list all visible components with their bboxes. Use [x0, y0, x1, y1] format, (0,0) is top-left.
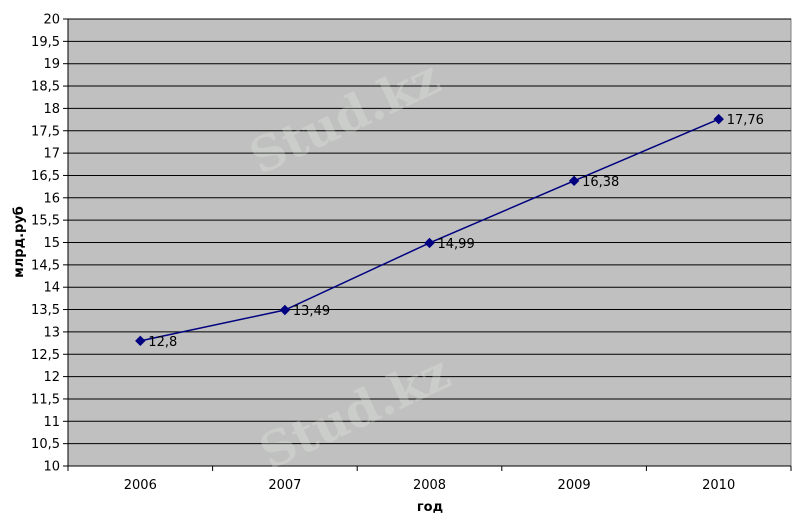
data-point-marker	[135, 335, 146, 347]
y-tick-label: 17,5	[31, 124, 60, 139]
y-tick-label: 13,5	[31, 303, 60, 318]
data-label: 16,38	[582, 175, 619, 190]
y-tick-label: 10,5	[31, 437, 60, 452]
x-tick-label: 2010	[702, 478, 735, 493]
y-tick-label: 19	[43, 57, 60, 72]
data-point-marker	[713, 113, 724, 125]
data-label: 12,8	[148, 335, 177, 350]
y-tick-label: 12,5	[31, 348, 60, 363]
data-label: 13,49	[293, 304, 330, 319]
y-tick-label: 19,5	[31, 35, 60, 50]
y-tick-label: 14	[43, 281, 60, 296]
data-label: 17,76	[727, 113, 764, 128]
y-tick-label: 16,5	[31, 169, 60, 184]
y-tick-label: 16	[43, 191, 60, 206]
x-tick-label: 2007	[268, 478, 301, 493]
data-label: 14,99	[438, 237, 475, 252]
y-tick-label: 11,5	[31, 392, 60, 407]
grid-lines	[68, 18, 791, 467]
y-tick-label: 18	[43, 102, 60, 117]
y-tick-label: 17	[43, 147, 60, 162]
x-tick-label: 2008	[413, 478, 446, 493]
x-tick-label: 2009	[558, 478, 591, 493]
y-tick-label: 18,5	[31, 80, 60, 95]
y-tick-label: 10	[43, 460, 60, 475]
y-tick-label: 12	[43, 370, 60, 385]
y-tick-label: 11	[43, 415, 60, 430]
data-points	[135, 113, 724, 347]
x-tick-label: 2006	[124, 478, 157, 493]
y-axis-title: млрд.руб	[12, 206, 27, 278]
x-axis-title: год	[417, 500, 443, 515]
y-tick-label: 14,5	[31, 258, 60, 273]
y-tick-label: 15,5	[31, 214, 60, 229]
y-tick-label: 13	[43, 325, 60, 340]
data-point-marker	[568, 175, 580, 187]
y-tick-label: 20	[43, 13, 60, 28]
y-tick-label: 15	[43, 236, 60, 251]
data-point-marker	[279, 304, 291, 316]
x-axis-ticks: 2006 2007 2008 2009 2010	[67, 465, 792, 493]
data-labels: 12,8 13,49 14,99 16,38 17,76	[148, 113, 764, 350]
y-axis-ticks: 10 10,5 11 11,5 12 12,5 13 13,5 14 14,5 15 15,5 16 16…	[31, 13, 69, 475]
data-point-marker	[424, 237, 435, 249]
